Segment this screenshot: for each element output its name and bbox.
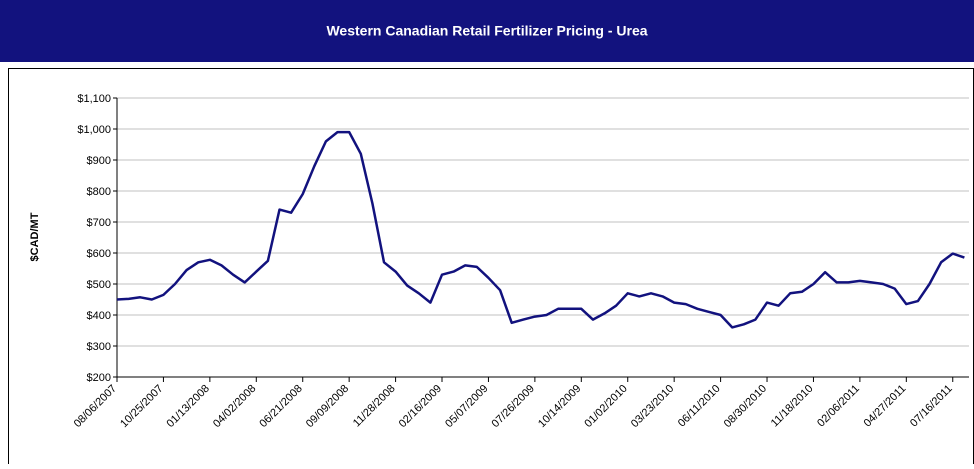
y-tick-label: $300 <box>87 341 111 353</box>
y-tick-label: $400 <box>87 310 111 322</box>
y-tick-label: $600 <box>87 248 111 260</box>
y-tick-label: $700 <box>87 217 111 229</box>
header-bar <box>0 0 974 62</box>
y-tick-label: $1,100 <box>77 93 111 105</box>
chart-frame <box>8 68 974 469</box>
y-tick-label: $500 <box>87 279 111 291</box>
y-tick-label: $800 <box>87 186 111 198</box>
y-axis-label: $CAD/MT <box>29 212 41 261</box>
data-line <box>116 130 965 329</box>
y-tick-label: $900 <box>87 155 111 167</box>
y-tick-label: $200 <box>87 372 111 384</box>
y-tick-label: $1,000 <box>77 124 111 136</box>
chart-title: Western Canadian Retail Fertilizer Prici… <box>326 23 647 39</box>
